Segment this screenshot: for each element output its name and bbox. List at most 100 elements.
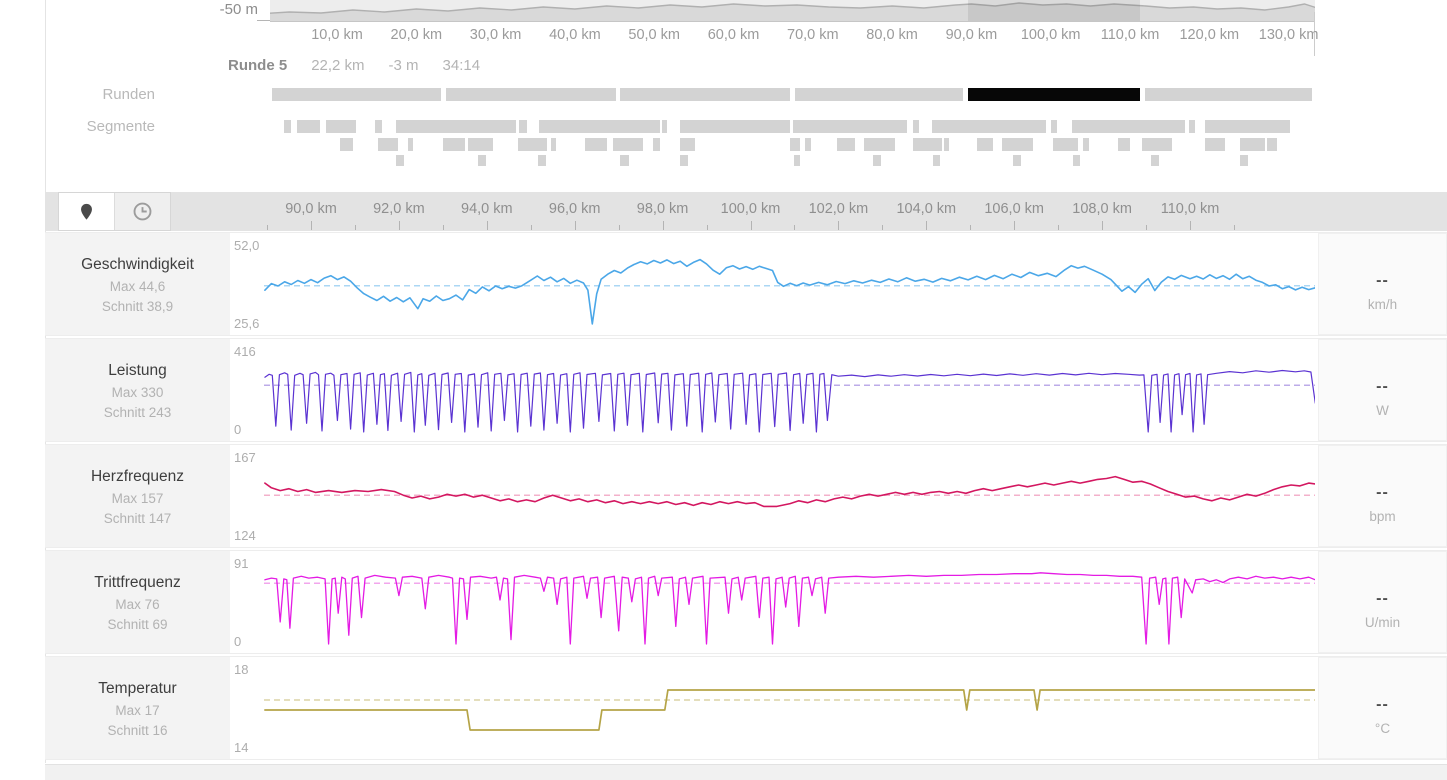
segment-bar[interactable]	[680, 138, 695, 151]
segment-bar[interactable]	[620, 155, 629, 166]
yaxis-max-label: 18	[234, 662, 249, 677]
segment-bar[interactable]	[538, 155, 546, 166]
segment-bar[interactable]	[793, 120, 907, 133]
segment-bar[interactable]	[340, 138, 353, 151]
segment-bar[interactable]	[518, 138, 547, 151]
segment-bar[interactable]	[326, 120, 356, 133]
segment-bar[interactable]	[1118, 138, 1130, 151]
segment-bar[interactable]	[478, 155, 486, 166]
metric-unit: km/h	[1367, 297, 1398, 312]
axis-tick-minor	[970, 225, 972, 230]
axis-tick-minor	[354, 225, 356, 230]
lap-summary-distance: 22,2 km	[311, 57, 365, 74]
segment-bar[interactable]	[653, 138, 660, 151]
lap-bar[interactable]	[1145, 88, 1312, 101]
axis-tick-minor	[794, 225, 796, 230]
segment-bar[interactable]	[1151, 155, 1159, 166]
segment-bar[interactable]	[468, 138, 493, 151]
segment-bar[interactable]	[443, 138, 465, 151]
time-mode-button[interactable]	[114, 193, 170, 230]
distance-mode-button[interactable]	[59, 193, 114, 230]
segment-bar[interactable]	[662, 120, 667, 133]
segment-bar[interactable]	[680, 155, 688, 166]
metric-legend[interactable]: Trittfrequenz Max 76 Schnitt 69	[45, 551, 230, 653]
segment-bar[interactable]	[396, 120, 516, 133]
segment-bar[interactable]	[1189, 120, 1195, 133]
segment-bar[interactable]	[790, 138, 800, 151]
segment-bar[interactable]	[873, 155, 881, 166]
axis-tick-minor	[882, 225, 884, 230]
lap-bar[interactable]	[446, 88, 616, 101]
metric-chart[interactable]: 167 124	[230, 445, 1315, 547]
segment-bar[interactable]	[375, 120, 382, 133]
overview-axis-label: 70,0 km	[787, 27, 839, 43]
segment-bar[interactable]	[1205, 138, 1225, 151]
metric-chart[interactable]: 91 0	[230, 551, 1315, 653]
lap-bar-selected[interactable]	[968, 88, 1140, 101]
segment-bar[interactable]	[977, 138, 993, 151]
axis-tick-minor	[1233, 225, 1235, 230]
metric-readout: -- bpm	[1318, 445, 1447, 547]
lap-bar[interactable]	[620, 88, 790, 101]
segment-bar[interactable]	[864, 138, 895, 151]
segment-bar[interactable]	[1205, 120, 1290, 133]
elevation-profile-chart[interactable]	[270, 0, 1315, 22]
segment-bar[interactable]	[1013, 155, 1021, 166]
segment-bar[interactable]	[1240, 155, 1248, 166]
segment-bar[interactable]	[613, 138, 643, 151]
metric-chart[interactable]: 416 0	[230, 339, 1315, 441]
segment-bar[interactable]	[1240, 138, 1265, 151]
metric-chart-svg	[264, 258, 1315, 325]
location-pin-icon	[81, 203, 92, 220]
segment-bar[interactable]	[1072, 120, 1185, 133]
segment-bar[interactable]	[837, 138, 855, 151]
metric-legend[interactable]: Herzfrequenz Max 157 Schnitt 147	[45, 445, 230, 547]
metric-max-label: Max 44,6	[109, 279, 166, 294]
segment-bar[interactable]	[680, 120, 790, 133]
segment-bar[interactable]	[1267, 138, 1277, 151]
segment-bar[interactable]	[585, 138, 607, 151]
lap-bar[interactable]	[795, 88, 963, 101]
segment-bar[interactable]	[396, 155, 404, 166]
metric-legend[interactable]: Leistung Max 330 Schnitt 243	[45, 339, 230, 441]
metric-chart-svg	[264, 369, 1315, 433]
segment-bar[interactable]	[1002, 138, 1033, 151]
axis-tick-major	[926, 221, 928, 230]
segment-bar[interactable]	[944, 138, 949, 151]
metric-title: Herzfrequenz	[90, 468, 185, 485]
segment-bar[interactable]	[933, 155, 940, 166]
segment-bar[interactable]	[1073, 155, 1080, 166]
segment-bar[interactable]	[1051, 120, 1057, 133]
segment-bar[interactable]	[519, 120, 527, 133]
overview-axis-label: 50,0 km	[628, 27, 680, 43]
yaxis-max-label: 91	[234, 556, 249, 571]
segment-bar[interactable]	[913, 138, 942, 151]
metric-legend[interactable]: Geschwindigkeit Max 44,6 Schnitt 38,9	[45, 233, 230, 335]
segment-bar[interactable]	[284, 120, 291, 133]
metric-chart[interactable]: 18 14	[230, 657, 1315, 759]
chart-toolbar: 90,0 km 92,0 km 94,0 km 96,0 km 98,0 km 100,0…	[45, 192, 1447, 231]
segment-bar[interactable]	[408, 138, 413, 151]
lap-bar[interactable]	[272, 88, 441, 101]
segment-bar[interactable]	[1053, 138, 1078, 151]
segments-row-label: Segmente	[86, 118, 155, 135]
segment-bar[interactable]	[1083, 138, 1089, 151]
segment-bar[interactable]	[539, 120, 660, 133]
segment-bar[interactable]	[913, 120, 919, 133]
metric-title: Leistung	[108, 362, 167, 379]
segment-bar[interactable]	[805, 138, 811, 151]
segment-bar[interactable]	[1142, 138, 1172, 151]
metric-unit: W	[1376, 403, 1389, 418]
elevation-axis-tick	[257, 20, 270, 21]
metric-chart[interactable]: 52,0 25,6	[230, 233, 1315, 335]
metric-legend[interactable]: Temperatur Max 17 Schnitt 16	[45, 657, 230, 759]
segment-bar[interactable]	[297, 120, 320, 133]
metric-unit: U/min	[1364, 615, 1401, 630]
detail-axis-label: 100,0 km	[720, 201, 781, 217]
yaxis-min-label: 25,6	[234, 316, 260, 331]
segment-bar[interactable]	[794, 155, 800, 166]
segment-bar[interactable]	[551, 138, 556, 151]
overview-axis-label: 60,0 km	[707, 27, 760, 43]
segment-bar[interactable]	[932, 120, 1046, 133]
segment-bar[interactable]	[378, 138, 398, 151]
